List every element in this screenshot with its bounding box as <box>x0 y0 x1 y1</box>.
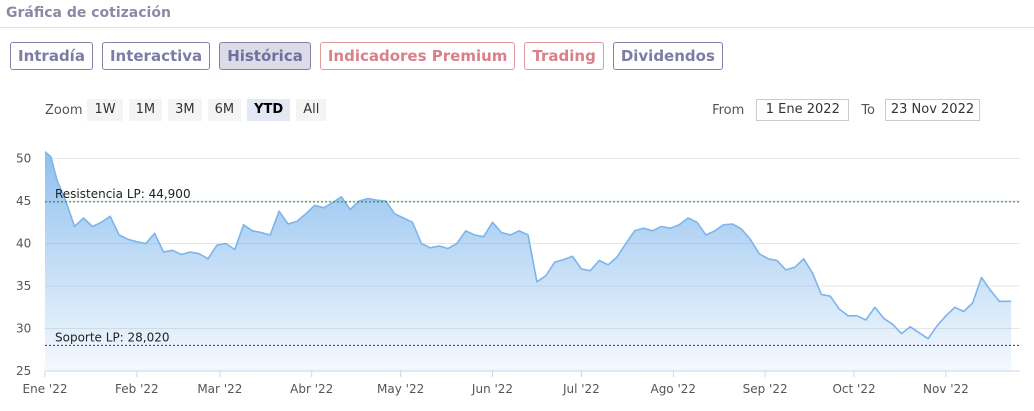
tab-interactiva[interactable]: Interactiva <box>101 42 211 70</box>
y-tick-label: 40 <box>16 237 31 251</box>
annotation-label-resistance: Resistencia LP: 44,900 <box>55 187 191 201</box>
x-tick-label: Nov '22 <box>923 382 969 396</box>
x-tick-label: Jun '22 <box>471 382 513 396</box>
tab-hist-rica[interactable]: Histórica <box>219 42 311 70</box>
zoom-button-6m[interactable]: 6M <box>207 99 242 121</box>
y-tick-label: 50 <box>16 152 31 166</box>
to-date-input[interactable]: 23 Nov 2022 <box>885 99 980 121</box>
x-tick-label: Feb '22 <box>115 382 159 396</box>
y-tick-label: 45 <box>16 194 31 208</box>
from-date-input[interactable]: 1 Ene 2022 <box>756 99 850 121</box>
from-label: From <box>712 102 745 118</box>
zoom-button-3m[interactable]: 3M <box>168 99 202 121</box>
y-tick-label: 25 <box>16 364 31 378</box>
tab-trading[interactable]: Trading <box>524 42 604 70</box>
x-tick-label: May '22 <box>377 382 424 396</box>
zoom-button-1w[interactable]: 1W <box>87 99 123 121</box>
x-tick-label: Oct '22 <box>832 382 875 396</box>
x-tick-label: Abr '22 <box>290 382 333 396</box>
y-tick-label: 30 <box>16 322 31 336</box>
price-area <box>45 151 1012 371</box>
to-label: To <box>861 102 875 118</box>
price-line <box>44 151 1012 340</box>
title-divider <box>0 27 1034 28</box>
zoom-label: Zoom <box>45 102 83 118</box>
x-tick-label: Ago '22 <box>650 382 696 396</box>
date-range: From 1 Ene 2022 To 23 Nov 2022 <box>712 99 980 121</box>
chart-tabs: Intradía Interactiva Histórica Indicadores … <box>10 42 723 70</box>
zoom-selector: Zoom 1W 1M 3M 6M YTD All <box>45 99 332 121</box>
tab-intrad-a[interactable]: Intradía <box>10 42 93 70</box>
x-tick-label: Jul '22 <box>562 382 600 396</box>
x-tick-label: Sep '22 <box>743 382 788 396</box>
page-title: Gráfica de cotización <box>6 5 171 21</box>
tab-dividendos[interactable]: Dividendos <box>612 42 723 70</box>
zoom-button-all[interactable]: All <box>296 99 327 121</box>
zoom-button-ytd[interactable]: YTD <box>247 99 291 121</box>
x-tick-label: Ene '22 <box>23 382 68 396</box>
x-tick-label: Mar '22 <box>197 382 242 396</box>
zoom-button-1m[interactable]: 1M <box>128 99 163 121</box>
annotation-label-support: Soporte LP: 28,020 <box>55 330 170 344</box>
tab-indicadores-premium[interactable]: Indicadores Premium <box>319 42 516 70</box>
y-tick-label: 35 <box>16 279 31 293</box>
